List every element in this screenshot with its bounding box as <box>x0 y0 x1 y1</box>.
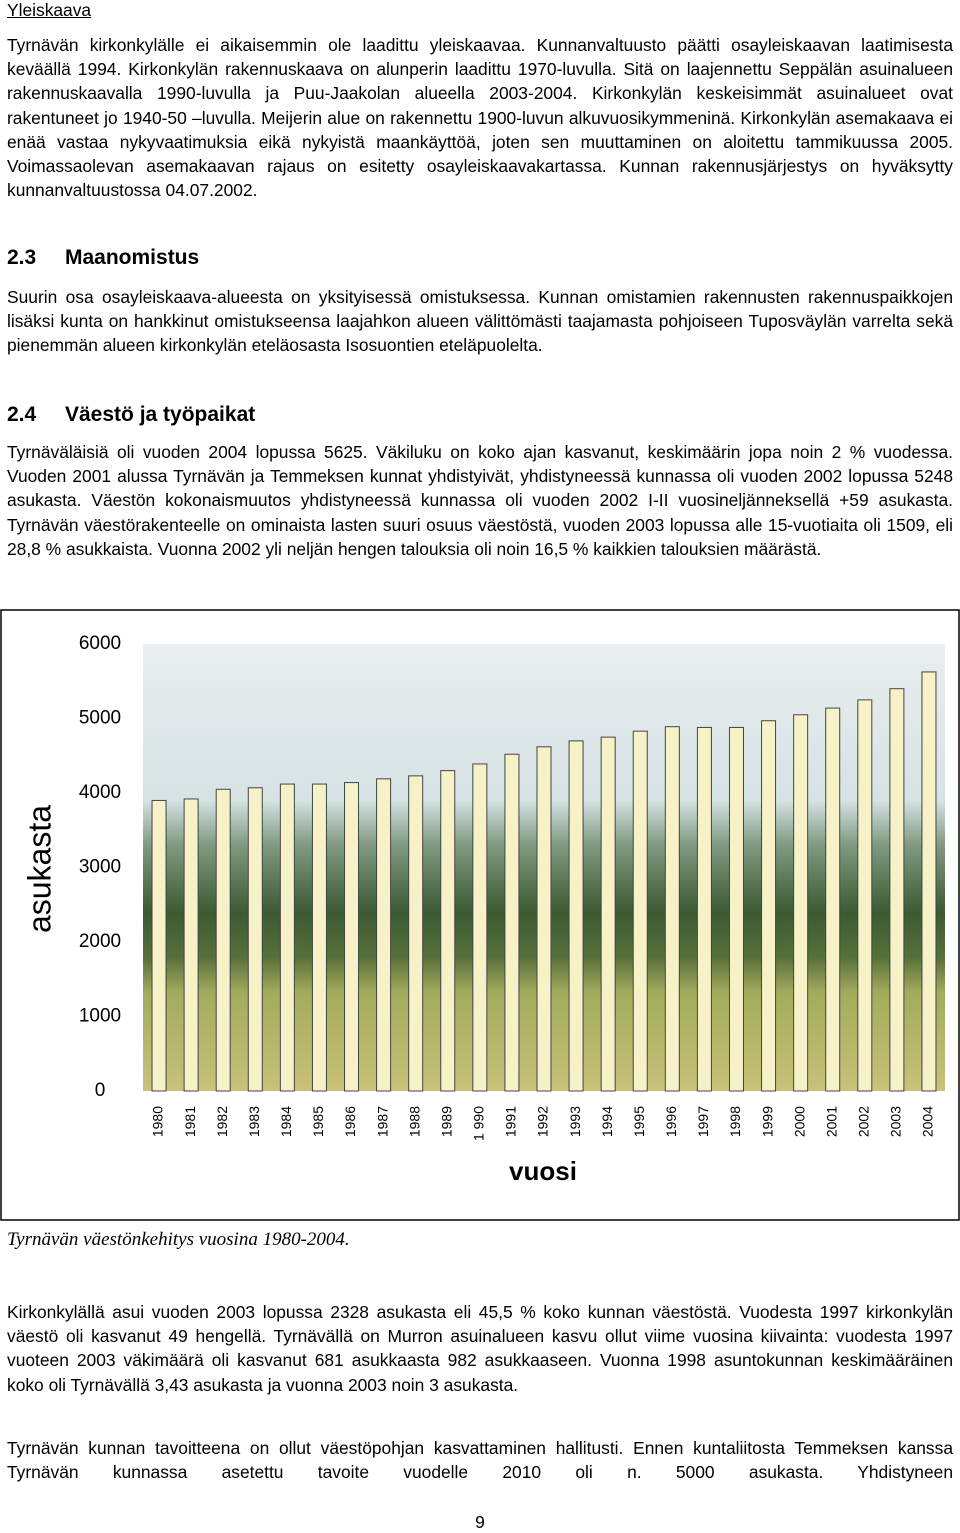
bar <box>761 720 777 1092</box>
y-tick-label: 3000 <box>79 857 121 878</box>
bar <box>793 714 809 1092</box>
bar <box>151 799 167 1092</box>
caption: Tyrnävän väestönkehitys vuosina 1980-200… <box>7 1229 350 1250</box>
x-tick-label: 1988 <box>406 1106 422 1137</box>
bar <box>728 726 744 1092</box>
x-tick-label: 1984 <box>278 1106 294 1137</box>
section-heading: 2.4 Väestö ja työpaikat <box>7 403 255 427</box>
section-number: 2.3 <box>7 246 37 269</box>
bar <box>921 671 937 1092</box>
x-tick-label: 1987 <box>374 1106 390 1137</box>
x-tick-label: 1 990 <box>471 1106 487 1141</box>
x-tick-label: 1996 <box>663 1106 679 1137</box>
x-tick-label: 1992 <box>535 1106 551 1137</box>
bar <box>344 782 360 1092</box>
x-tick-label: 1995 <box>631 1106 647 1137</box>
bar <box>568 740 584 1092</box>
x-tick-label: 1980 <box>150 1106 166 1137</box>
section-title: Maanomistus <box>65 246 200 269</box>
y-tick-label: 1000 <box>79 1006 121 1027</box>
bar <box>247 787 263 1092</box>
y-tick-label: 0 <box>95 1080 106 1101</box>
x-tick-label: 1999 <box>759 1106 775 1137</box>
bar <box>536 746 552 1092</box>
x-tick-label: 1993 <box>567 1106 583 1137</box>
x-tick-label: 1998 <box>727 1106 743 1137</box>
bar <box>825 707 841 1092</box>
bar <box>600 736 616 1092</box>
x-tick-label: 2002 <box>856 1106 872 1137</box>
bar <box>664 726 680 1092</box>
bar <box>472 763 488 1092</box>
x-tick-label: 1997 <box>695 1106 711 1137</box>
x-tick-label: 1982 <box>214 1106 230 1137</box>
bar <box>376 778 392 1092</box>
paragraph: Suurin osa osayleiskaava-alueesta on yks… <box>7 287 953 356</box>
x-tick-label: 1994 <box>599 1106 615 1137</box>
x-tick-label: 2000 <box>791 1106 807 1137</box>
x-tick-label: 1991 <box>503 1106 519 1137</box>
paragraph: Tyrnävän kunnan tavoitteena on ollut väe… <box>7 1438 953 1483</box>
bar <box>311 783 327 1092</box>
bar <box>440 770 456 1092</box>
x-tick-label: 1983 <box>246 1106 262 1137</box>
bar <box>889 688 905 1092</box>
paragraph: Tyrnävän kirkonkylälle ei aikaisemmin ol… <box>7 35 953 201</box>
bar <box>857 699 873 1092</box>
x-tick-label: 2001 <box>823 1106 839 1137</box>
bar <box>408 775 424 1092</box>
paragraph: Kirkonkylällä asui vuoden 2003 lopussa 2… <box>7 1302 953 1395</box>
bar <box>504 753 520 1092</box>
x-tick-label: 1985 <box>310 1106 326 1137</box>
section-heading: 2.3 Maanomistus <box>7 246 199 270</box>
y-tick-label: 5000 <box>79 708 121 729</box>
x-tick-label: 1989 <box>438 1106 454 1137</box>
x-tick-label: 2003 <box>888 1106 904 1137</box>
x-tick-label: 1981 <box>182 1106 198 1137</box>
page-number: 9 <box>475 1512 485 1532</box>
x-tick-label: 2004 <box>920 1106 936 1137</box>
y-tick-label: 4000 <box>79 782 121 803</box>
y-tick-label: 2000 <box>79 931 121 952</box>
header: Yleiskaava <box>7 0 92 20</box>
y-axis-label: asukasta <box>21 805 57 933</box>
section-title: Väestö ja työpaikat <box>65 403 256 426</box>
bar <box>632 730 648 1092</box>
chart: asukasta vuosi 0 1000 2000 3000 4000 5000 6000… <box>0 609 960 1221</box>
section-number: 2.4 <box>7 403 37 426</box>
x-tick-label: 1986 <box>342 1106 358 1137</box>
bar <box>696 726 712 1092</box>
paragraph: Tyrnäväläisiä oli vuoden 2004 lopussa 56… <box>7 442 953 559</box>
x-axis-label: vuosi <box>509 1156 577 1186</box>
y-tick-label: 6000 <box>79 633 121 654</box>
bar <box>215 788 231 1092</box>
bar <box>183 798 199 1092</box>
bar <box>279 783 295 1092</box>
